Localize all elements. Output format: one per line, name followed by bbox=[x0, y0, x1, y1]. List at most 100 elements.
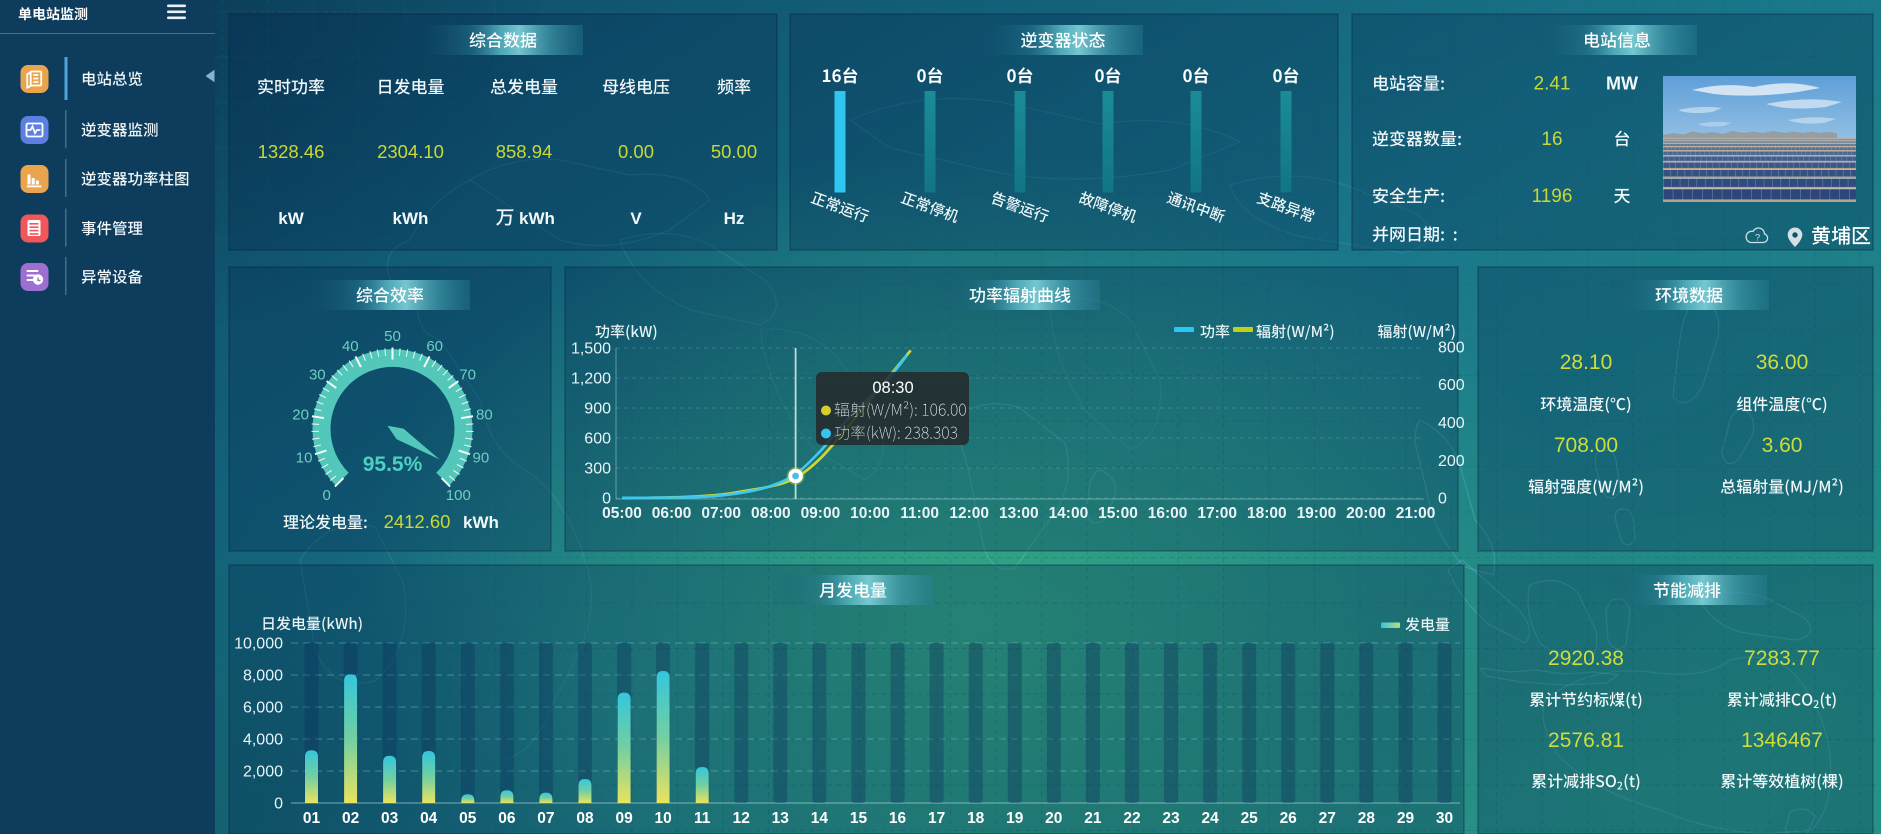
svg-text:21:00: 21:00 bbox=[1396, 505, 1436, 522]
svg-text:08: 08 bbox=[576, 810, 594, 827]
svg-text:7283.77: 7283.77 bbox=[1744, 647, 1820, 670]
svg-text:kW: kW bbox=[278, 209, 304, 228]
svg-text:800: 800 bbox=[1438, 340, 1465, 357]
svg-text:MW: MW bbox=[1606, 74, 1638, 94]
svg-text:2412.60: 2412.60 bbox=[384, 511, 451, 532]
svg-text:23: 23 bbox=[1162, 810, 1180, 827]
svg-text:0: 0 bbox=[323, 487, 331, 504]
svg-text:8,000: 8,000 bbox=[243, 668, 283, 685]
svg-text:12:00: 12:00 bbox=[949, 505, 989, 522]
svg-text:07:00: 07:00 bbox=[701, 505, 741, 522]
svg-text:26: 26 bbox=[1280, 810, 1298, 827]
svg-text:20: 20 bbox=[292, 407, 309, 424]
svg-text:2920.38: 2920.38 bbox=[1548, 647, 1624, 670]
svg-text:V: V bbox=[630, 209, 642, 228]
svg-text:20: 20 bbox=[1045, 810, 1062, 827]
svg-text:6,000: 6,000 bbox=[243, 700, 283, 717]
svg-text:0: 0 bbox=[274, 796, 283, 813]
svg-text:02: 02 bbox=[342, 810, 359, 827]
svg-text:16: 16 bbox=[889, 810, 907, 827]
svg-text:1346467: 1346467 bbox=[1741, 729, 1823, 752]
svg-text:858.94: 858.94 bbox=[496, 141, 553, 162]
svg-text:10,000: 10,000 bbox=[234, 636, 283, 653]
svg-text:1,500: 1,500 bbox=[571, 341, 611, 358]
svg-text:15:00: 15:00 bbox=[1098, 505, 1138, 522]
svg-text:1196: 1196 bbox=[1532, 186, 1573, 207]
svg-text:90: 90 bbox=[473, 450, 490, 467]
svg-text:18: 18 bbox=[967, 810, 985, 827]
svg-text:3.60: 3.60 bbox=[1762, 434, 1803, 457]
svg-text:19: 19 bbox=[1006, 810, 1024, 827]
svg-text:60: 60 bbox=[426, 338, 443, 355]
svg-text:70: 70 bbox=[459, 366, 476, 383]
svg-text:16:00: 16:00 bbox=[1148, 505, 1188, 522]
svg-text:17: 17 bbox=[928, 810, 945, 827]
svg-text:17:00: 17:00 bbox=[1197, 505, 1237, 522]
svg-text:40: 40 bbox=[342, 338, 359, 355]
svg-text:1328.46: 1328.46 bbox=[258, 141, 325, 162]
svg-text:07: 07 bbox=[537, 810, 554, 827]
svg-text:14:00: 14:00 bbox=[1049, 505, 1089, 522]
svg-text:28.10: 28.10 bbox=[1560, 351, 1613, 374]
svg-text:10:00: 10:00 bbox=[850, 505, 890, 522]
svg-text:16: 16 bbox=[1541, 129, 1562, 150]
svg-text:30: 30 bbox=[309, 366, 326, 383]
svg-text:15: 15 bbox=[850, 810, 868, 827]
svg-text:1,200: 1,200 bbox=[571, 371, 611, 388]
svg-text:13:00: 13:00 bbox=[999, 505, 1039, 522]
svg-text:05:00: 05:00 bbox=[602, 505, 642, 522]
svg-text:08:00: 08:00 bbox=[751, 505, 791, 522]
svg-text:0: 0 bbox=[1438, 491, 1447, 508]
svg-text:21: 21 bbox=[1084, 810, 1102, 827]
svg-text:09: 09 bbox=[615, 810, 633, 827]
svg-text:30: 30 bbox=[1436, 810, 1453, 827]
svg-text:18:00: 18:00 bbox=[1247, 505, 1287, 522]
svg-text:400: 400 bbox=[1438, 415, 1465, 432]
svg-text:13: 13 bbox=[772, 810, 790, 827]
svg-text:04: 04 bbox=[420, 810, 438, 827]
svg-text:4,000: 4,000 bbox=[243, 732, 283, 749]
svg-text:95.5%: 95.5% bbox=[363, 453, 423, 476]
svg-text:06:00: 06:00 bbox=[652, 505, 692, 522]
svg-text:600: 600 bbox=[1438, 377, 1465, 394]
svg-text:27: 27 bbox=[1319, 810, 1336, 827]
svg-text:11:00: 11:00 bbox=[900, 505, 939, 522]
svg-text:25: 25 bbox=[1241, 810, 1259, 827]
svg-text:22: 22 bbox=[1123, 810, 1140, 827]
svg-text:708.00: 708.00 bbox=[1554, 434, 1618, 457]
svg-text:900: 900 bbox=[584, 401, 611, 418]
svg-text:600: 600 bbox=[584, 431, 611, 448]
svg-text:10: 10 bbox=[654, 810, 671, 827]
svg-text:36.00: 36.00 bbox=[1756, 351, 1809, 374]
svg-text:kWh: kWh bbox=[393, 209, 429, 228]
svg-text:300: 300 bbox=[584, 461, 611, 478]
svg-text:2,000: 2,000 bbox=[243, 764, 283, 781]
svg-text:kWh: kWh bbox=[463, 513, 499, 532]
svg-text:11: 11 bbox=[694, 810, 711, 827]
svg-text:2304.10: 2304.10 bbox=[377, 141, 444, 162]
svg-text:2.41: 2.41 bbox=[1534, 74, 1571, 95]
svg-text:01: 01 bbox=[303, 810, 321, 827]
svg-text:20:00: 20:00 bbox=[1346, 505, 1386, 522]
svg-text:06: 06 bbox=[498, 810, 516, 827]
svg-text:12: 12 bbox=[733, 810, 750, 827]
svg-text:08:30: 08:30 bbox=[872, 379, 913, 397]
svg-text:05: 05 bbox=[459, 810, 477, 827]
svg-text:09:00: 09:00 bbox=[801, 505, 841, 522]
svg-text:Hz: Hz bbox=[724, 209, 745, 228]
svg-text:24: 24 bbox=[1201, 810, 1219, 827]
svg-text:14: 14 bbox=[811, 810, 829, 827]
svg-text:50.00: 50.00 bbox=[711, 141, 757, 162]
svg-text:100: 100 bbox=[446, 487, 471, 504]
svg-text:?: ? bbox=[1755, 233, 1760, 244]
svg-text:0: 0 bbox=[602, 491, 611, 508]
svg-text:50: 50 bbox=[384, 328, 401, 345]
svg-text:200: 200 bbox=[1438, 453, 1465, 470]
svg-text:2576.81: 2576.81 bbox=[1548, 729, 1624, 752]
svg-text:0.00: 0.00 bbox=[618, 141, 654, 162]
svg-text:29: 29 bbox=[1397, 810, 1415, 827]
svg-text:10: 10 bbox=[296, 450, 313, 467]
svg-text:19:00: 19:00 bbox=[1297, 505, 1337, 522]
svg-text:28: 28 bbox=[1358, 810, 1376, 827]
svg-text:03: 03 bbox=[381, 810, 399, 827]
